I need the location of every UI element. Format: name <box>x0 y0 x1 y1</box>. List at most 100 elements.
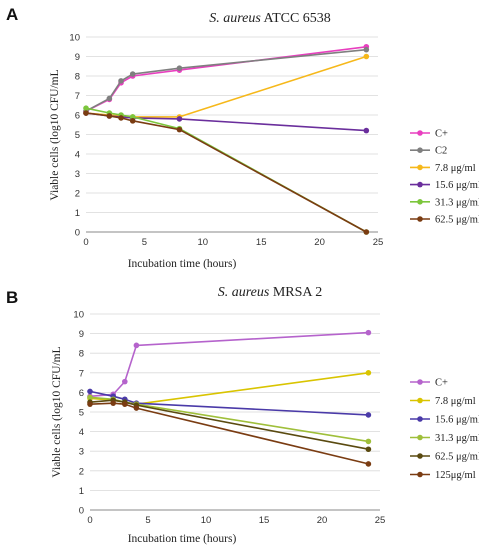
legend-label: 62.5 μg/ml <box>435 215 479 226</box>
data-point <box>87 401 93 407</box>
data-point <box>363 53 370 60</box>
chart-title-italic: S. aureus <box>218 285 270 300</box>
legend-marker <box>417 379 423 385</box>
chart-title-rest: ATCC 6538 <box>261 11 331 26</box>
legend-marker <box>417 164 423 171</box>
legend-marker <box>417 130 423 136</box>
series-1 <box>87 329 372 400</box>
data-point <box>106 95 113 102</box>
data-point <box>87 394 93 401</box>
y-tick-label: 0 <box>79 506 84 517</box>
y-tick-label: 6 <box>75 111 80 122</box>
legend: C+ C2 7.8 μg/ml 15.6 μg/ml 31.3 μg/ml 62.5 μg… <box>410 129 479 226</box>
legend-marker <box>417 199 423 205</box>
y-tick-label: 3 <box>79 447 84 458</box>
legend-item: C2 <box>410 146 447 157</box>
y-tick-label: 8 <box>75 72 80 83</box>
y-tick-label: 6 <box>79 388 84 399</box>
y-tick-label: 10 <box>73 310 84 321</box>
y-tick-label: 8 <box>79 349 84 360</box>
legend-marker <box>417 434 423 441</box>
legend-marker <box>417 216 423 222</box>
series-line <box>85 112 367 233</box>
y-tick-label: 9 <box>79 329 84 340</box>
y-tick-label: 1 <box>75 208 80 219</box>
y-tick-label: 1 <box>79 486 84 497</box>
y-tick-label: 2 <box>75 189 80 200</box>
data-point <box>129 71 136 77</box>
series-4 <box>83 110 370 134</box>
x-tick-label: 0 <box>83 237 88 248</box>
chart-title: S. aureus MRSA 2 <box>218 285 323 300</box>
legend: C+ 7.8 μg/ml 15.6 μg/ml 31.3 μg/ml 62.5 μg/m… <box>410 378 479 481</box>
series-6 <box>87 400 372 467</box>
panel-letter: B <box>6 288 18 307</box>
data-point <box>365 446 372 453</box>
x-axis-label: Incubation time (hours) <box>128 533 237 545</box>
data-point <box>133 342 140 349</box>
data-point <box>122 378 128 385</box>
y-tick-label: 4 <box>75 150 80 161</box>
data-point <box>129 114 136 120</box>
legend-label: C2 <box>435 146 447 157</box>
x-tick-label: 15 <box>256 237 267 248</box>
legend-label: C+ <box>435 129 448 140</box>
legend-marker <box>417 147 423 153</box>
y-tick-label: 5 <box>75 130 80 141</box>
x-tick-label: 5 <box>145 515 150 526</box>
legend-item: 7.8 μg/ml <box>410 396 476 407</box>
panel-a: A S. aureus ATCC 6538 0 1 2 3 4 5 6 7 8 9 10 0 5 10 15… <box>6 5 479 270</box>
x-tick-label: 15 <box>259 515 270 526</box>
grid <box>90 313 380 491</box>
axes: 0 1 2 3 4 5 6 7 8 9 10 0 5 10 15 20 25 <box>69 33 383 249</box>
data-point <box>118 78 124 84</box>
x-axis-label: Incubation time (hours) <box>128 258 237 270</box>
data-point <box>110 400 116 406</box>
series-4 <box>87 394 372 445</box>
x-tick-label: 25 <box>375 515 386 526</box>
legend-item: 31.3 μg/ml <box>410 433 479 444</box>
legend-item: 125μg/ml <box>410 470 476 481</box>
legend-label: 125μg/ml <box>435 470 476 481</box>
x-tick-label: 10 <box>201 515 212 526</box>
legend-item: 31.3 μg/ml <box>410 197 479 208</box>
series-line <box>85 55 367 118</box>
data-point <box>176 65 183 71</box>
series-area <box>87 329 372 467</box>
data-point <box>118 115 124 121</box>
legend-label: 62.5 μg/ml <box>435 452 479 463</box>
data-point <box>106 113 113 119</box>
panel-letter: A <box>6 5 18 24</box>
legend-item: 15.6 μg/ml <box>410 415 479 426</box>
x-tick-label: 10 <box>198 237 209 248</box>
x-tick-label: 5 <box>142 237 147 248</box>
chart-title-rest: MRSA 2 <box>269 285 322 300</box>
x-tick-label: 20 <box>314 237 325 248</box>
legend-label: 7.8 μg/ml <box>435 163 476 174</box>
data-point <box>365 412 372 418</box>
legend-item: 7.8 μg/ml <box>410 163 476 174</box>
y-tick-label: 0 <box>75 228 80 239</box>
data-point <box>365 370 372 376</box>
legend-item: 62.5 μg/ml <box>410 452 479 463</box>
y-axis-label: Viable cells (log10 CFU/mL <box>49 69 61 200</box>
legend-label: 15.6 μg/ml <box>435 180 479 191</box>
legend-item: 62.5 μg/ml <box>410 215 479 226</box>
y-tick-label: 7 <box>79 368 84 379</box>
legend-item: C+ <box>410 129 448 140</box>
legend-marker <box>417 453 423 459</box>
y-tick-label: 9 <box>75 52 80 63</box>
legend-item: C+ <box>410 378 448 389</box>
y-tick-label: 10 <box>69 33 80 44</box>
axes: 0 1 2 3 4 5 6 7 8 9 10 0 5 10 15 20 25 <box>73 310 385 527</box>
data-point <box>363 229 370 235</box>
y-tick-label: 2 <box>79 466 84 477</box>
series-line <box>85 107 367 233</box>
legend-label: 15.6 μg/ml <box>435 415 479 426</box>
data-point <box>365 438 372 445</box>
legend-label: 31.3 μg/ml <box>435 433 479 444</box>
data-point <box>365 461 372 467</box>
series-6 <box>83 110 370 235</box>
series-5 <box>83 105 370 235</box>
